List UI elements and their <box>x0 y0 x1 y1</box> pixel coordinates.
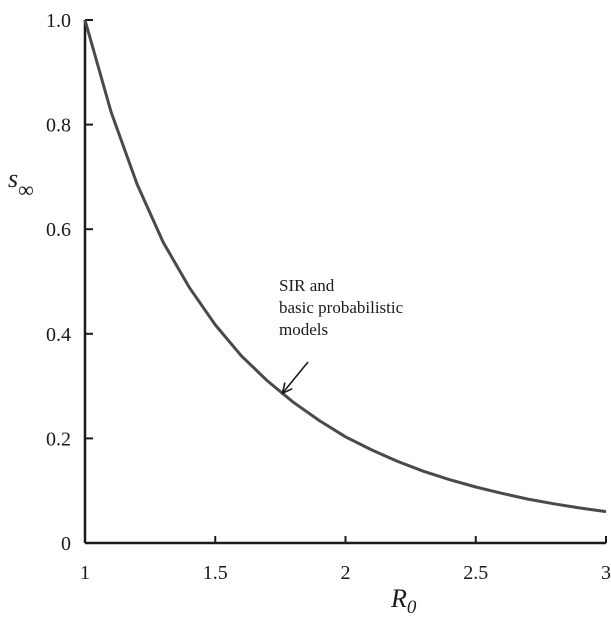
y-tick-label: 0 <box>61 533 71 555</box>
y-tick-label: 0.6 <box>46 219 71 241</box>
x-axis-title: R0 <box>390 584 417 618</box>
series-line <box>83 19 607 514</box>
y-ticks: 0 0.2 0.4 0.6 0.8 1.0 <box>46 10 93 555</box>
x-tick-label: 3 <box>601 562 611 584</box>
x-tick-label: 2.5 <box>463 562 488 584</box>
annotation-line-3: models <box>279 320 328 339</box>
x-axis-title-sub: 0 <box>407 597 417 618</box>
x-tick-label: 1 <box>80 562 90 584</box>
y-tick-label: 0.8 <box>46 115 71 137</box>
y-tick-label: 0.4 <box>46 324 71 346</box>
annotation-line-2: basic probabilistic <box>279 298 404 317</box>
y-tick-label: 0.2 <box>46 428 71 450</box>
x-tick-label: 1.5 <box>203 562 228 584</box>
annotation: SIR and basic probabilistic models <box>279 276 407 395</box>
y-axis-title: s∞ <box>8 164 34 202</box>
annotation-arrow-shaft <box>281 361 309 394</box>
annotation-arrow-head <box>281 382 293 395</box>
series-layer <box>83 19 607 514</box>
y-axis-title-sub: ∞ <box>18 177 34 202</box>
annotation-line-1: SIR and <box>279 276 335 295</box>
y-tick-label: 1.0 <box>46 10 71 32</box>
x-ticks: 1 1.5 2 2.5 3 <box>80 536 611 584</box>
axes <box>83 20 606 545</box>
y-axis-title-main: s <box>8 164 18 193</box>
x-axis-title-main: R <box>390 584 407 613</box>
x-tick-label: 2 <box>341 562 351 584</box>
annotation-text: SIR and basic probabilistic models <box>279 276 407 339</box>
